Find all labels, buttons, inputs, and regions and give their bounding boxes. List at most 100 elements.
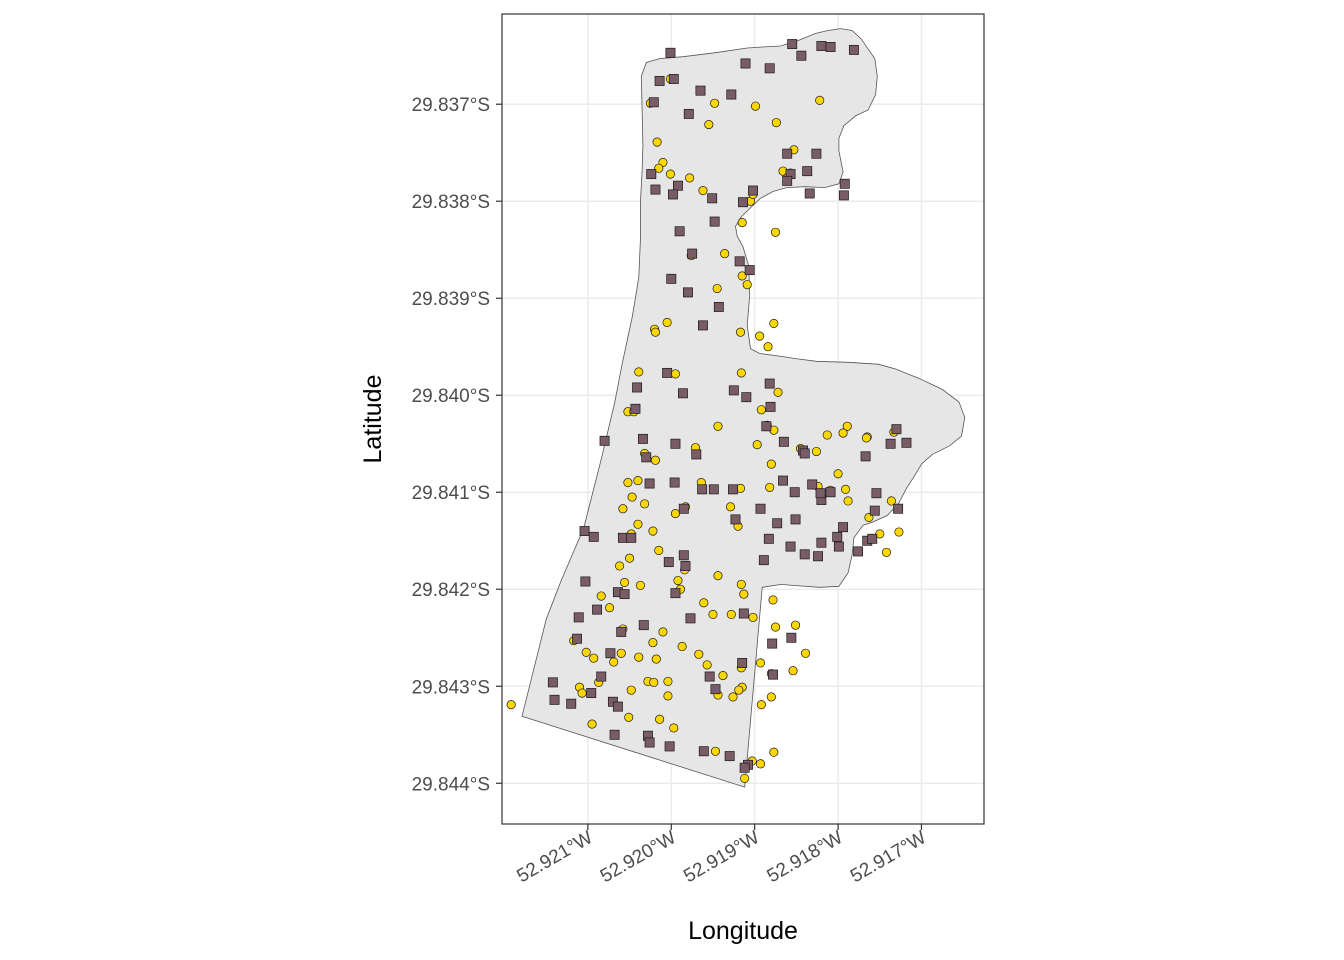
sample-point-square[interactable] — [549, 694, 560, 705]
sample-point-circle[interactable] — [739, 589, 749, 599]
sample-point-circle[interactable] — [670, 369, 681, 379]
sample-point-circle[interactable] — [694, 649, 704, 659]
sample-point-circle[interactable] — [625, 553, 635, 563]
sample-point-circle[interactable] — [842, 421, 852, 431]
sample-point-square[interactable] — [599, 435, 610, 446]
sample-point-circle[interactable] — [752, 440, 762, 450]
sample-point-circle[interactable] — [626, 685, 636, 695]
sample-point-circle[interactable] — [736, 368, 746, 378]
sample-point-square[interactable] — [638, 620, 649, 631]
sample-point-circle[interactable] — [506, 700, 516, 710]
sample-point-square[interactable] — [758, 555, 769, 566]
sample-point-circle[interactable] — [790, 620, 801, 630]
sample-point-square[interactable] — [670, 588, 681, 599]
sample-point-circle[interactable] — [734, 685, 744, 695]
sample-point-square[interactable] — [860, 451, 871, 462]
sample-point-circle[interactable] — [640, 499, 650, 509]
sample-point-square[interactable] — [893, 503, 904, 514]
sample-point-square[interactable] — [744, 265, 755, 276]
sample-point-square[interactable] — [737, 658, 748, 668]
sample-point-square[interactable] — [710, 684, 721, 695]
sample-point-square[interactable] — [668, 74, 679, 84]
sample-point-square[interactable] — [825, 487, 836, 498]
sample-point-square[interactable] — [755, 503, 766, 514]
sample-point-circle[interactable] — [624, 712, 634, 722]
sample-point-circle[interactable] — [771, 118, 781, 128]
sample-point-square[interactable] — [748, 185, 758, 196]
sample-point-square[interactable] — [772, 518, 783, 529]
sample-point-square[interactable] — [825, 42, 836, 52]
sample-point-circle[interactable] — [587, 719, 597, 729]
sample-point-square[interactable] — [572, 633, 583, 644]
sample-point-circle[interactable] — [748, 612, 758, 622]
sample-point-square[interactable] — [579, 526, 590, 536]
sample-point-square[interactable] — [683, 108, 694, 119]
sample-point-circle[interactable] — [756, 405, 766, 415]
sample-point-circle[interactable] — [589, 653, 599, 663]
sample-point-square[interactable] — [740, 58, 751, 69]
sample-point-square[interactable] — [901, 437, 912, 448]
sample-point-square[interactable] — [666, 273, 677, 284]
sample-point-circle[interactable] — [673, 575, 683, 586]
sample-point-square[interactable] — [728, 484, 738, 495]
sample-point-square[interactable] — [596, 671, 607, 682]
sample-point-circle[interactable] — [623, 477, 633, 488]
sample-point-square[interactable] — [799, 549, 810, 560]
sample-point-square[interactable] — [698, 320, 708, 331]
sample-point-square[interactable] — [646, 169, 657, 180]
sample-point-square[interactable] — [630, 403, 641, 414]
sample-point-circle[interactable] — [702, 660, 712, 670]
sample-point-circle[interactable] — [669, 723, 679, 733]
sample-point-circle[interactable] — [726, 609, 736, 620]
sample-point-square[interactable] — [708, 484, 719, 495]
sample-point-circle[interactable] — [737, 218, 747, 228]
sample-point-square[interactable] — [789, 487, 800, 498]
sample-point-square[interactable] — [802, 166, 813, 177]
sample-point-circle[interactable] — [736, 579, 746, 589]
sample-point-square[interactable] — [619, 589, 630, 600]
sample-point-square[interactable] — [605, 648, 616, 659]
sample-point-circle[interactable] — [755, 331, 765, 341]
sample-point-square[interactable] — [670, 438, 681, 449]
sample-point-square[interactable] — [853, 546, 864, 557]
sample-point-square[interactable] — [778, 436, 789, 447]
sample-point-circle[interactable] — [662, 317, 672, 328]
sample-point-square[interactable] — [626, 532, 637, 543]
sample-point-circle[interactable] — [708, 609, 718, 620]
sample-point-square[interactable] — [786, 632, 797, 643]
sample-point-square[interactable] — [644, 737, 655, 748]
sample-point-square[interactable] — [790, 514, 801, 525]
sample-point-square[interactable] — [650, 184, 661, 195]
sample-point-square[interactable] — [573, 612, 584, 623]
sample-point-square[interactable] — [738, 197, 748, 208]
sample-point-circle[interactable] — [756, 700, 766, 710]
sample-point-square[interactable] — [816, 41, 827, 51]
sample-point-square[interactable] — [726, 89, 737, 100]
sample-point-square[interactable] — [833, 541, 844, 552]
sample-point-square[interactable] — [644, 478, 655, 489]
sample-point-circle[interactable] — [713, 571, 723, 581]
sample-point-circle[interactable] — [894, 527, 904, 537]
sample-point-square[interactable] — [839, 178, 850, 189]
sample-point-square[interactable] — [707, 193, 718, 204]
sample-point-square[interactable] — [838, 190, 849, 201]
sample-point-square[interactable] — [669, 477, 680, 488]
sample-point-square[interactable] — [588, 531, 599, 542]
sample-point-square[interactable] — [724, 751, 735, 762]
sample-point-square[interactable] — [785, 541, 796, 552]
sample-point-circle[interactable] — [768, 595, 778, 605]
sample-point-square[interactable] — [815, 488, 826, 499]
sample-point-square[interactable] — [547, 677, 558, 688]
sample-point-square[interactable] — [765, 401, 776, 412]
sample-point-square[interactable] — [698, 746, 709, 757]
sample-point-circle[interactable] — [609, 657, 619, 667]
sample-point-square[interactable] — [662, 367, 673, 378]
sample-point-circle[interactable] — [618, 504, 628, 514]
sample-point-circle[interactable] — [740, 773, 750, 783]
sample-point-square[interactable] — [632, 382, 643, 393]
sample-point-square[interactable] — [612, 701, 623, 712]
sample-point-circle[interactable] — [720, 249, 730, 259]
sample-point-square[interactable] — [838, 522, 849, 533]
sample-point-circle[interactable] — [770, 227, 781, 237]
sample-point-circle[interactable] — [710, 98, 720, 108]
